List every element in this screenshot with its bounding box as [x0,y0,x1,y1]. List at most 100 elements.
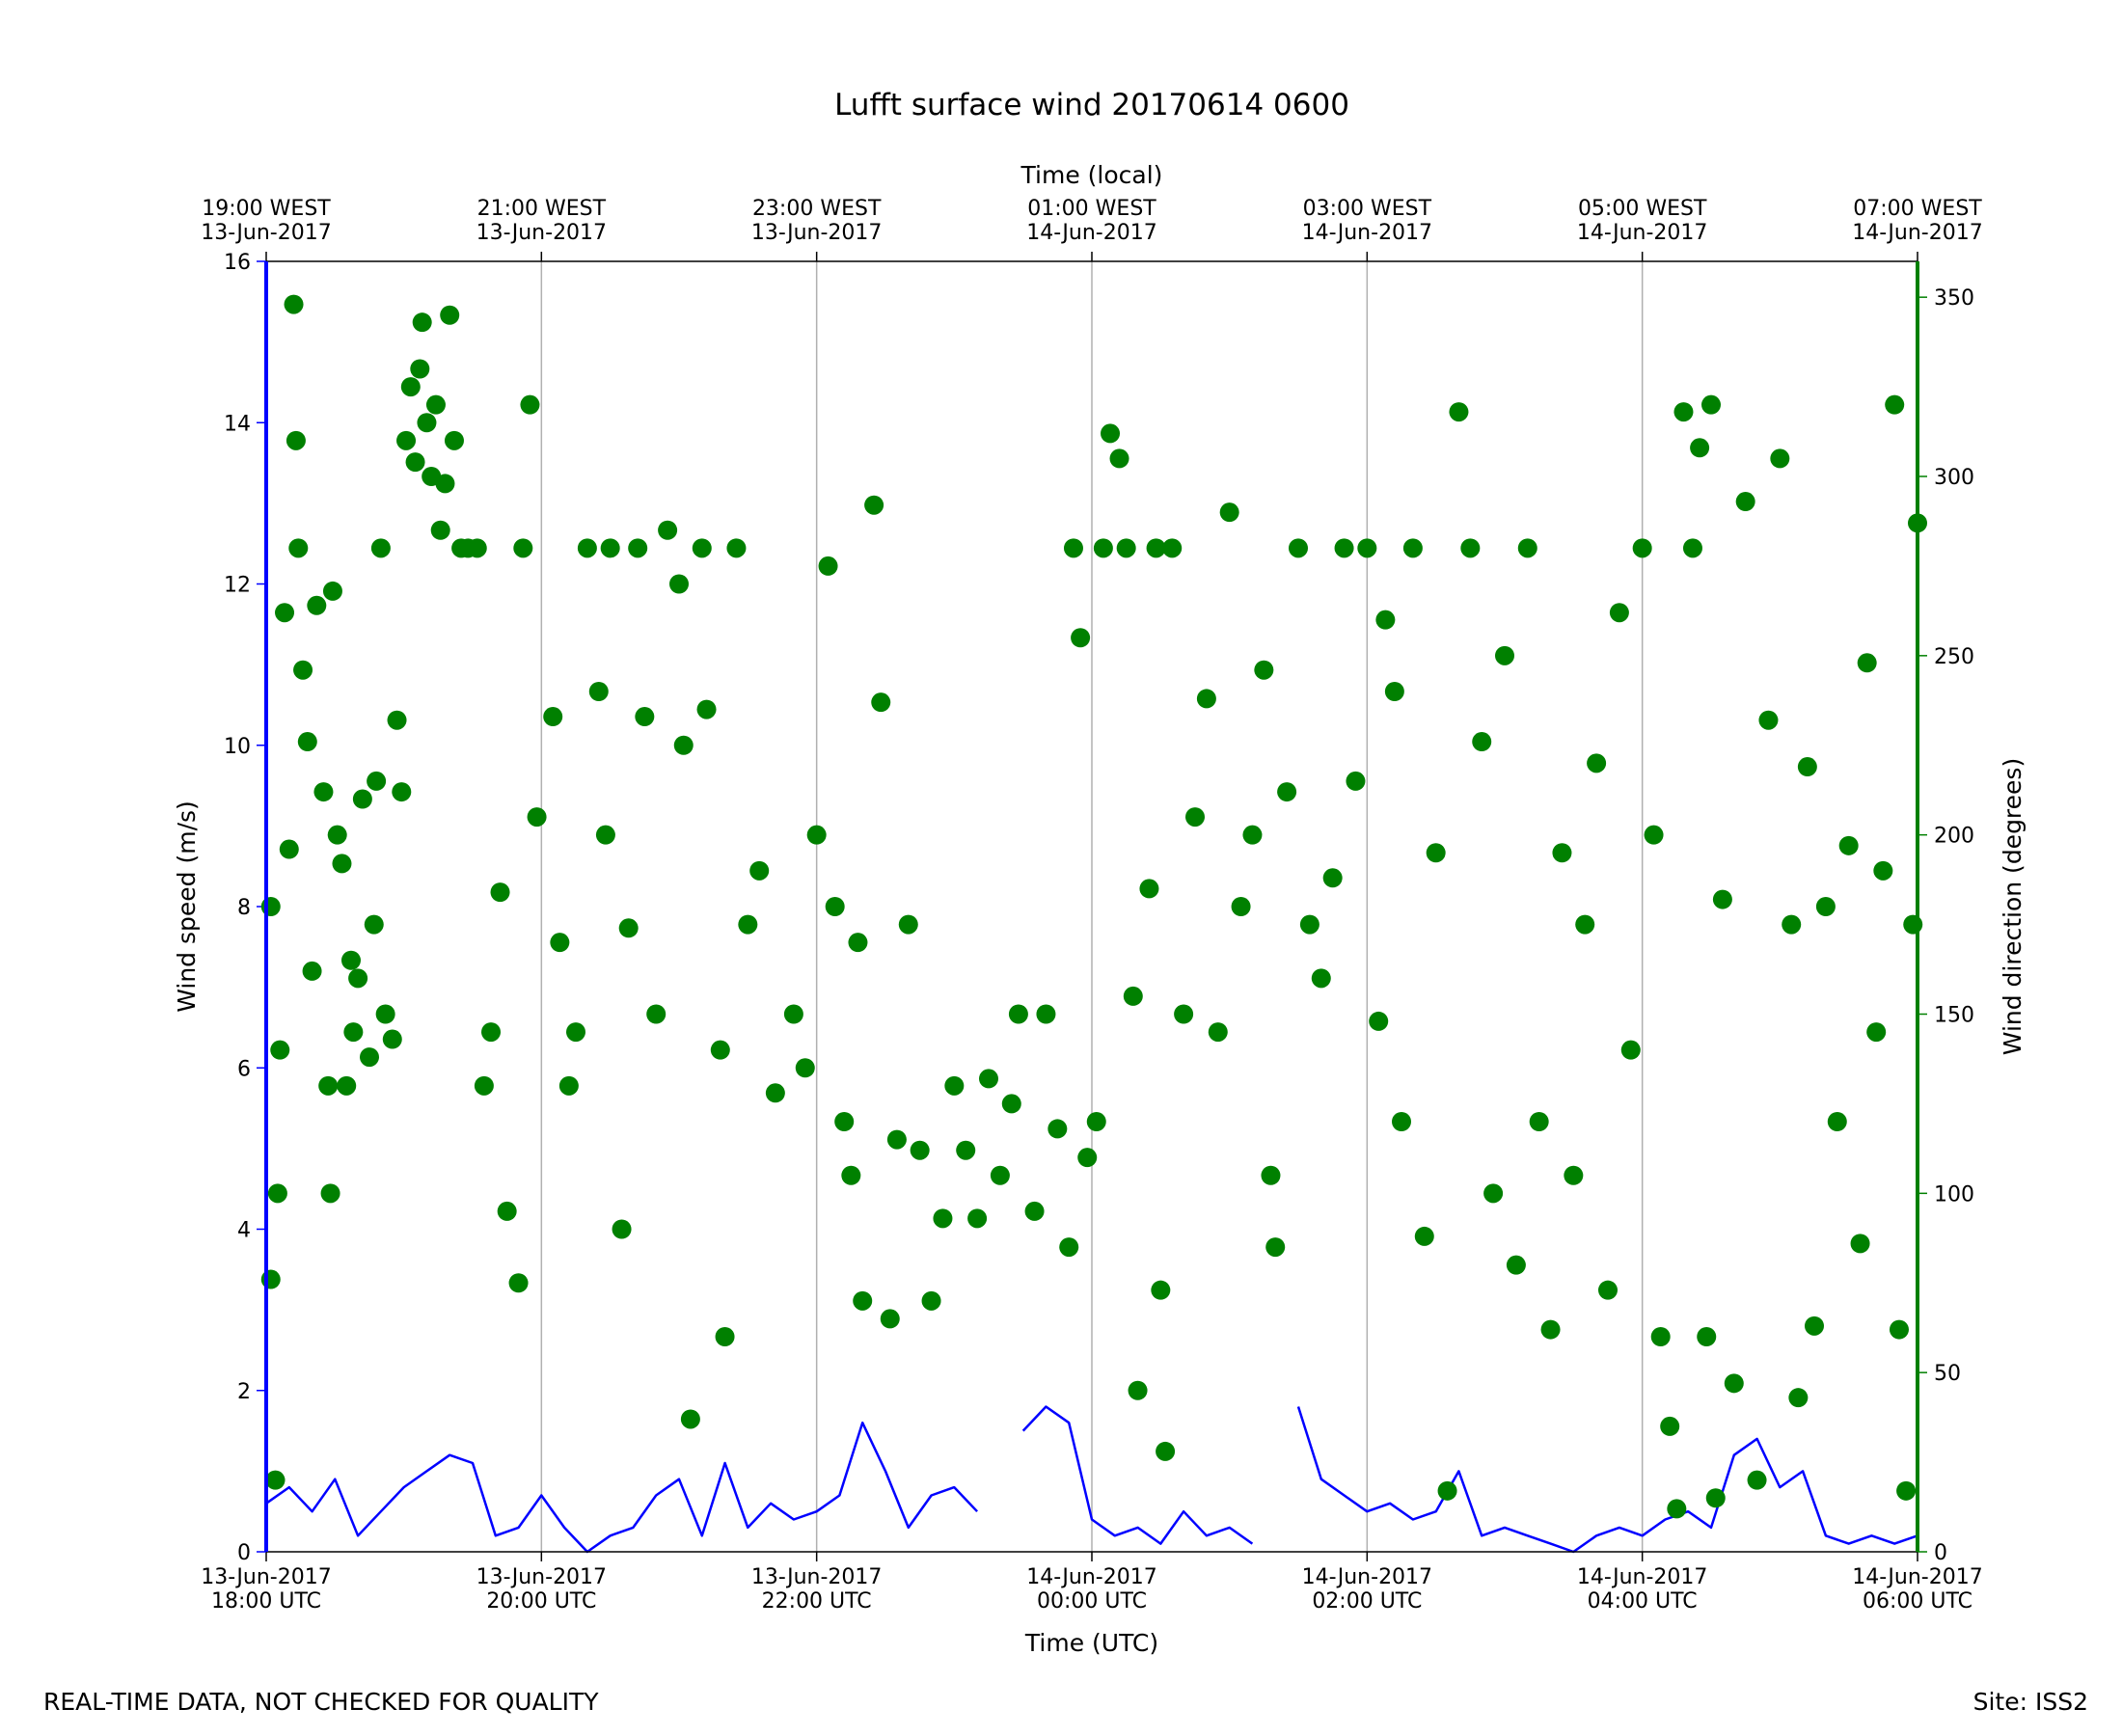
direction-point [1139,879,1159,899]
direction-point [375,1004,395,1024]
direction-point [467,538,487,558]
y-axis-label: Wind speed (m/s) [173,800,201,1013]
direction-point [260,897,281,916]
direction-point [834,1112,855,1131]
direction-point [612,1219,632,1239]
direction-point [1650,1327,1671,1346]
x-axis-label: Time (UTC) [1024,1629,1158,1657]
y-tick-label: 2 [237,1380,251,1404]
direction-point [1747,1470,1767,1490]
direction-point [1632,538,1652,558]
direction-point [327,825,347,845]
direction-point [944,1075,965,1096]
direction-point [370,538,391,558]
direction-point [497,1201,517,1221]
direction-point [566,1022,585,1043]
direction-point [749,860,770,881]
direction-point [1311,968,1331,989]
direction-point [588,682,609,701]
y2-tick-label: 0 [1934,1541,1947,1565]
footer-site: Site: ISS2 [1973,1688,2088,1716]
direction-point [1086,1112,1106,1131]
direction-point [392,782,412,802]
direction-point [1369,1011,1389,1031]
direction-point [382,1029,402,1049]
direction-point [1384,682,1404,701]
direction-point [628,538,648,558]
direction-point [1128,1380,1148,1400]
x-tick-label: 13-Jun-2017 [201,1565,331,1589]
y-tick-label: 8 [237,896,251,920]
y2-tick-label: 350 [1934,286,1974,311]
direction-point [343,1022,364,1043]
x-tick-label: 00:00 UTC [1037,1589,1147,1614]
direction-point [1529,1112,1549,1131]
direction-point [360,1047,379,1068]
direction-point [387,710,407,730]
direction-point [405,452,425,473]
direction-point [956,1140,976,1160]
direction-point [1609,603,1629,623]
direction-point [967,1208,988,1229]
direction-point [979,1069,998,1089]
direction-point [880,1309,900,1329]
direction-point [1587,753,1607,773]
y2-tick-label: 250 [1934,645,1974,669]
direction-point [1701,394,1721,415]
speed-line [1021,1405,1254,1545]
direction-point [1449,402,1469,422]
direction-point [1008,1004,1028,1024]
x-tick-label: 13-Jun-2017 [751,1565,882,1589]
direction-point [1208,1022,1228,1043]
direction-point [669,574,689,594]
y2-axis-label: Wind direction (degrees) [1999,758,2027,1055]
direction-point [1815,897,1836,916]
direction-point [1123,986,1143,1006]
direction-point [1782,914,1802,935]
direction-point [1598,1280,1618,1300]
direction-point [848,933,868,953]
direction-point [307,595,327,615]
direction-point [1735,492,1755,512]
direction-point [1322,868,1343,888]
direction-point [658,520,678,540]
direction-point [265,1470,286,1490]
direction-point [1265,1237,1286,1258]
x2-tick-label: 05:00 WEST [1578,197,1707,221]
y2-tick-label: 100 [1934,1182,1974,1207]
x-tick-label: 06:00 UTC [1863,1589,1972,1614]
direction-point [1437,1480,1457,1501]
direction-point [1705,1488,1726,1508]
x-tick-label: 04:00 UTC [1588,1589,1698,1614]
direction-point [600,538,620,558]
direction-point [1071,628,1091,648]
direction-point [673,735,694,755]
direction-point [853,1290,873,1311]
direction-point [1392,1112,1411,1131]
direction-point [595,825,615,845]
direction-point [1063,538,1083,558]
direction-point [795,1058,815,1078]
direction-point [1156,1441,1176,1461]
direction-point [1866,1022,1887,1043]
direction-point [313,782,334,802]
direction-point [710,1040,730,1060]
y2-tick-label: 150 [1934,1004,1974,1028]
x2-tick-label: 14-Jun-2017 [1302,221,1432,245]
direction-point [1375,610,1396,630]
x-tick-label: 20:00 UTC [486,1589,596,1614]
direction-point [1109,448,1129,469]
direction-point [474,1075,494,1096]
direction-point [618,918,639,938]
direction-point [444,430,464,450]
direction-point [1697,1327,1717,1346]
direction-point [933,1208,953,1229]
direction-point [1758,710,1779,730]
direction-point [1889,1319,1909,1340]
direction-point [1770,448,1790,469]
direction-point [337,1075,357,1096]
direction-point [1346,771,1366,791]
direction-point [1047,1119,1068,1139]
direction-point [284,294,304,314]
direction-point [1575,914,1595,935]
